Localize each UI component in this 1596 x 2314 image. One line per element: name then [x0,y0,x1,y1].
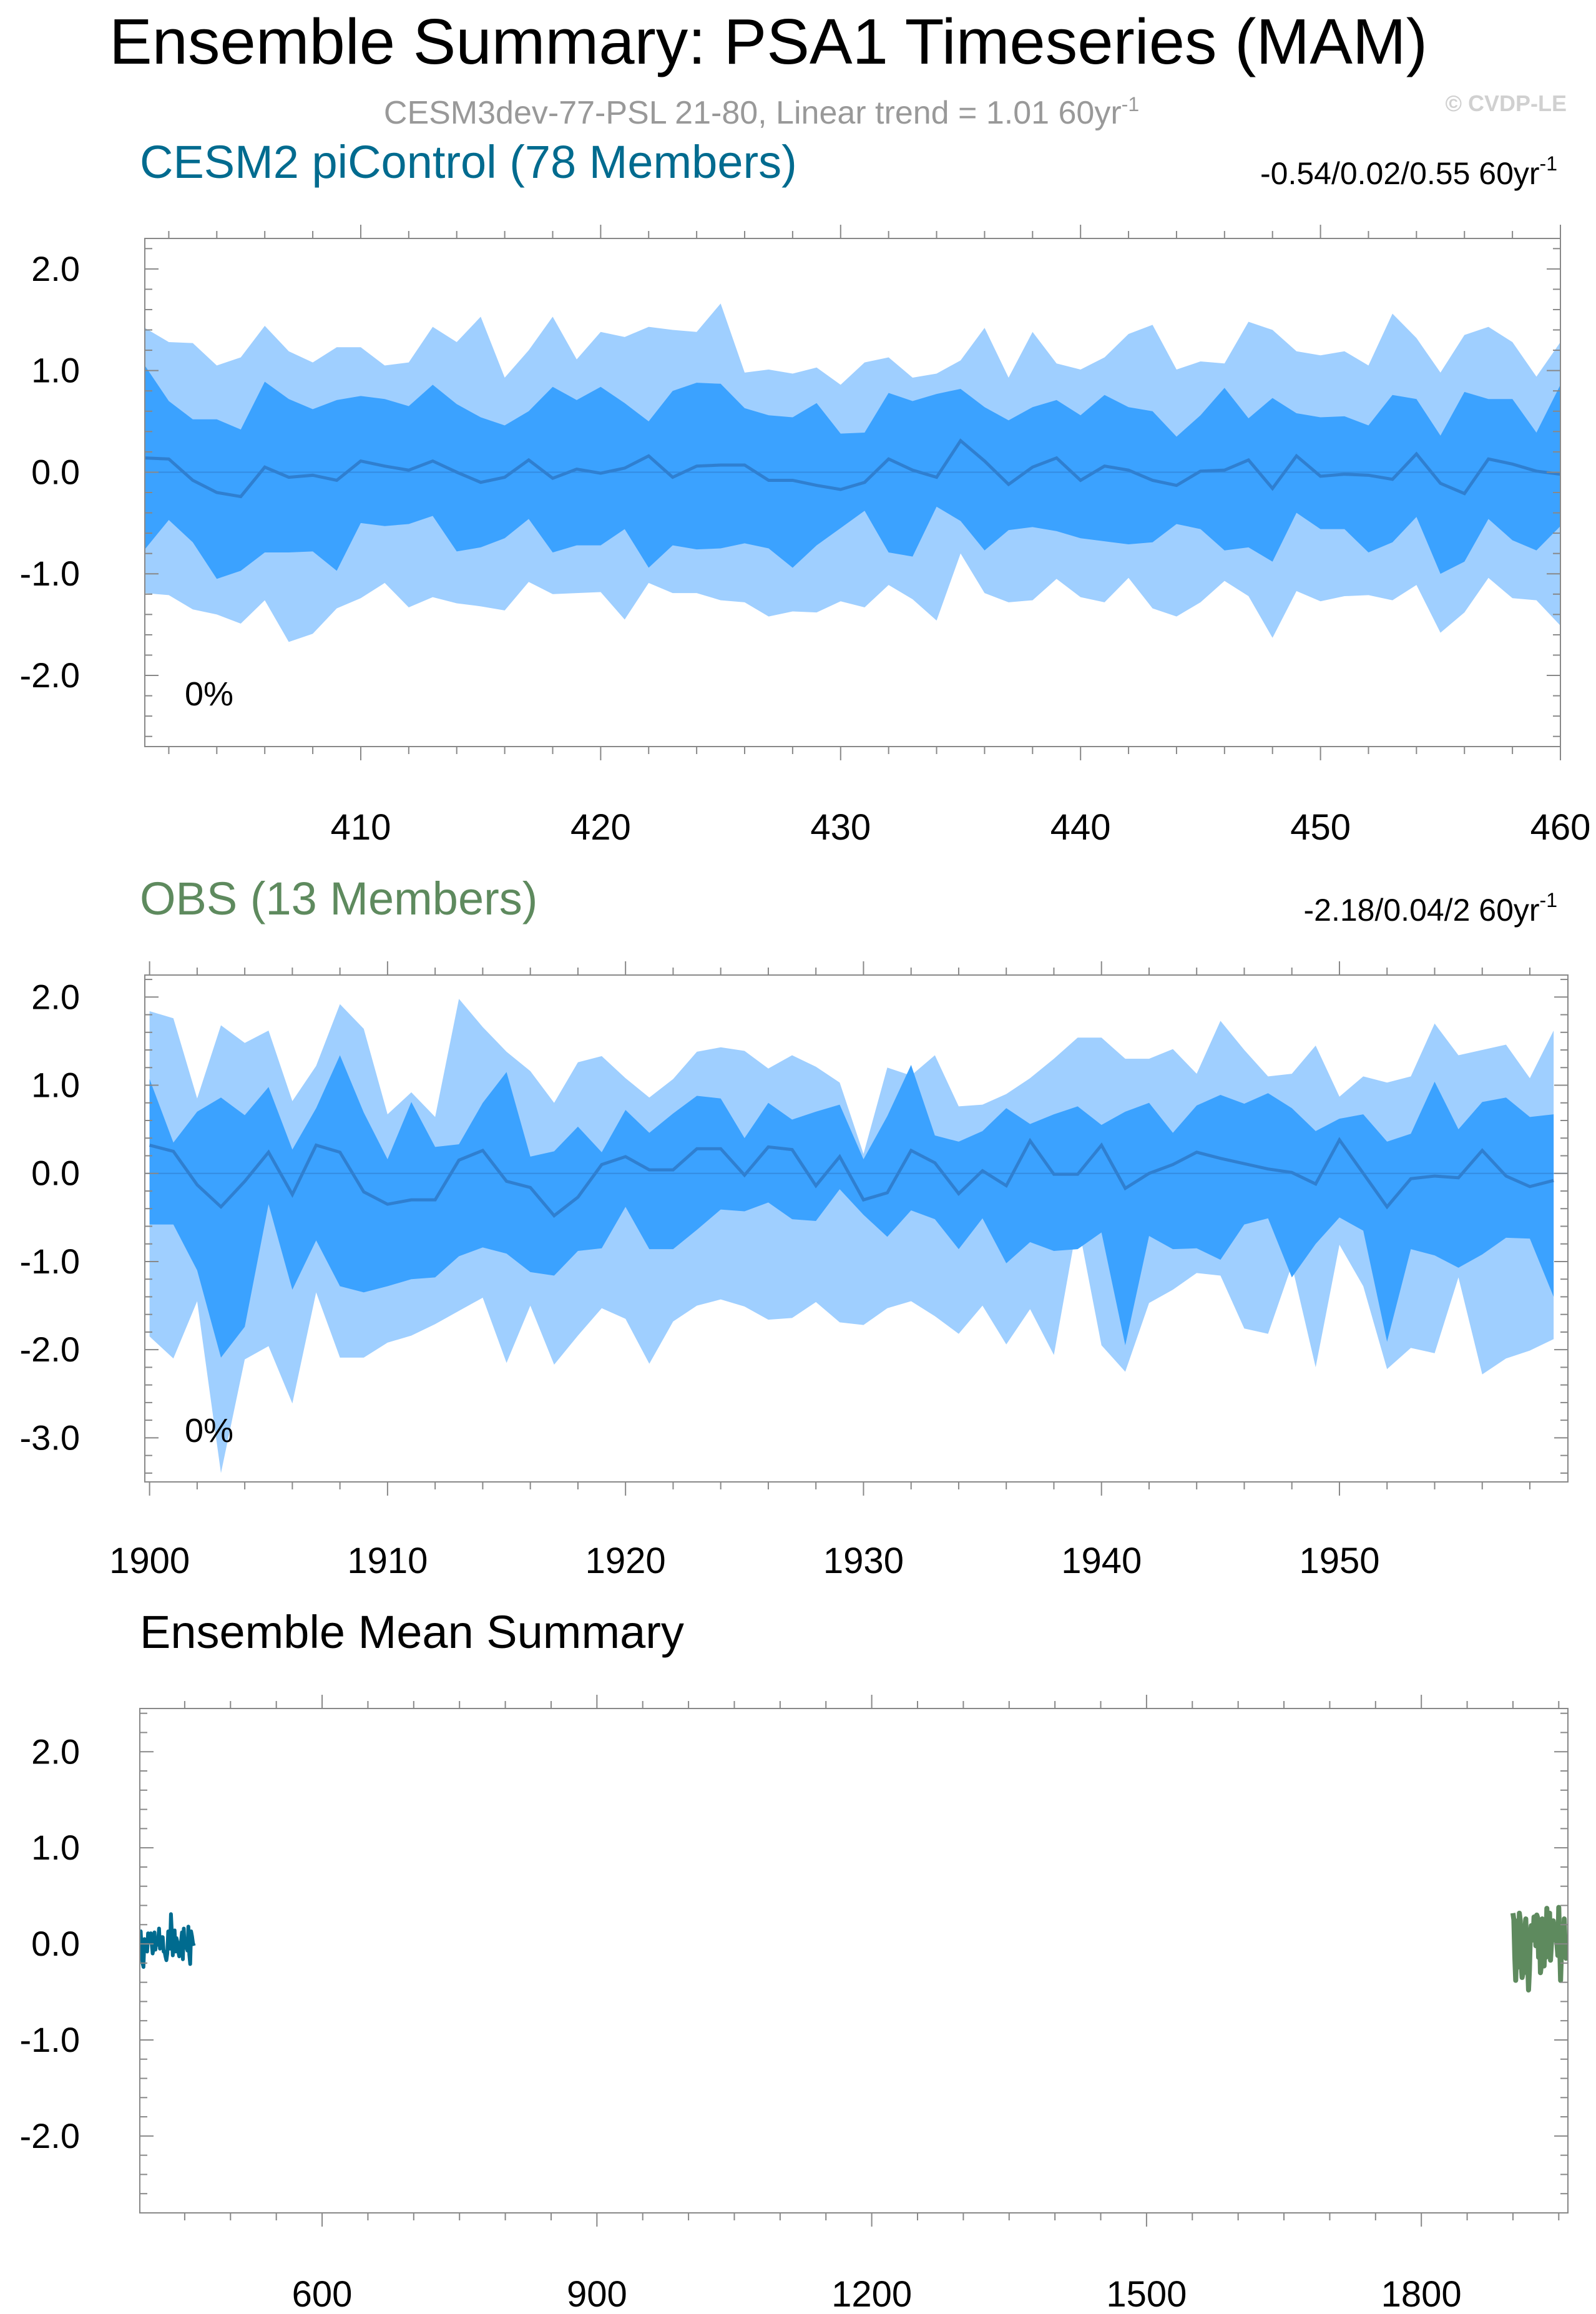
percent-label: 0% [185,675,233,713]
x-tick-label: 1200 [831,2274,912,2314]
plot-frame [139,1708,1569,2213]
summary-series-cesm2 [140,1912,196,1969]
y-tick-label: -2.0 [20,2116,81,2155]
ensemble-mean-line [145,438,1560,499]
trend-value: -2.18/0.04/2 60yr [1304,893,1540,928]
subtitle-exponent: -1 [1122,93,1139,115]
y-tick-label: 1.0 [31,1828,80,1867]
trend-exponent: -1 [1540,889,1557,911]
plot-area [145,999,1568,1473]
summary-series-obs [1510,1905,1568,1993]
y-tick-label: 2.0 [31,977,80,1016]
y-tick-label: 2.0 [31,249,80,288]
y-tick-label: 1.0 [31,1066,80,1105]
panel-title: Ensemble Mean Summary [140,1606,684,1658]
x-tick-label: 460 [1530,807,1591,848]
panel-cesm2: CESM2 piControl (78 Members) -0.54/0.02/0… [20,136,1591,848]
trend-text: -2.18/0.04/2 60yr-1 [1304,889,1557,928]
x-tick-label: 1950 [1299,1541,1379,1581]
plot-frame [144,974,1569,1483]
y-tick-label: -3.0 [20,1418,81,1457]
x-tick-label: 430 [810,807,871,848]
x-tick-label: 1910 [347,1541,428,1581]
figure-subtitle: CESM3dev-77-PSL 21-80, Linear trend = 1.… [384,93,1139,131]
y-tick-label: 1.0 [31,351,80,390]
x-tick-label: 440 [1050,807,1111,848]
x-tick-label: 600 [292,2274,353,2314]
plot-area [140,1905,1568,1993]
x-tick-label: 410 [331,807,391,848]
trend-value: -0.54/0.02/0.55 60yr [1260,156,1540,191]
band-16-84-percentile [149,1055,1554,1358]
y-tick-label: 0.0 [31,1154,80,1193]
panel-obs: OBS (13 Members) -2.18/0.04/2 60yr-1 0% 2.0… [20,873,1569,1581]
trend-text: -0.54/0.02/0.55 60yr-1 [1260,152,1557,191]
y-tick-label: -1.0 [20,2020,81,2059]
panel-title: CESM2 piControl (78 Members) [140,136,797,188]
x-tick-label: 1940 [1061,1541,1142,1581]
y-tick-label: -1.0 [20,1242,81,1281]
y-tick-label: 0.0 [31,452,80,491]
panel-ensemble-mean-summary: Ensemble Mean Summary 2.0 1.0 0.0 -1.0 -2.0 60… [20,1606,1569,2314]
percent-label: 0% [185,1412,233,1449]
figure-title: Ensemble Summary: PSA1 Timeseries (MAM) [109,6,1427,77]
panel-title: OBS (13 Members) [140,873,537,924]
x-tick-label: 420 [570,807,631,848]
x-tick-label: 450 [1290,807,1351,848]
y-tick-label: -2.0 [20,1330,81,1369]
y-tick-label: -2.0 [20,655,81,695]
x-tick-label: 900 [567,2274,627,2314]
x-tick-label: 1930 [823,1541,904,1581]
x-tick-label: 1920 [585,1541,666,1581]
x-tick-label: 1500 [1106,2274,1187,2314]
y-tick-label: 2.0 [31,1732,80,1771]
subtitle-text: CESM3dev-77-PSL 21-80, Linear trend = 1.… [384,95,1122,131]
y-tick-label: 0.0 [31,1924,80,1963]
trend-exponent: -1 [1540,152,1557,175]
watermark: © CVDP-LE [1445,91,1567,116]
x-tick-label: 1900 [109,1541,190,1581]
ensemble-mean-line [149,1137,1554,1218]
y-tick-label: -1.0 [20,554,81,593]
plot-area [145,303,1560,642]
x-tick-label: 1800 [1381,2274,1462,2314]
